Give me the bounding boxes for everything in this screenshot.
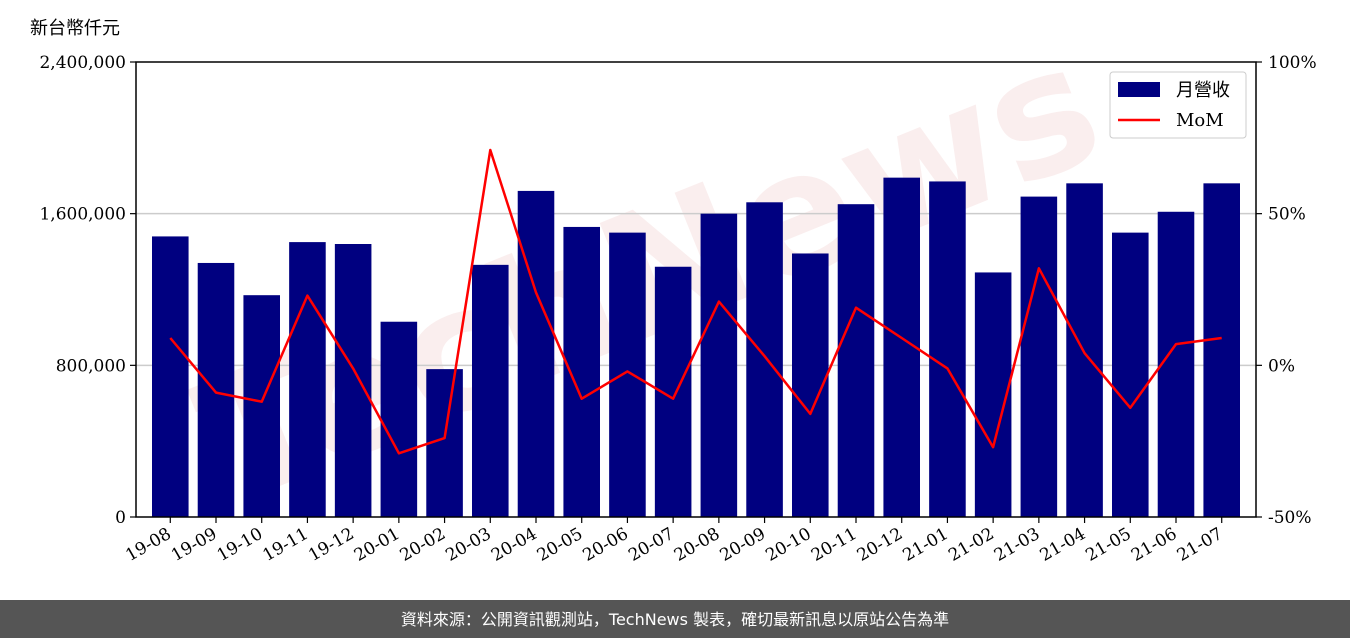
bar-20-04 [517, 190, 555, 517]
left-tick-label: 1,600,000 [39, 205, 126, 225]
legend: 月營收 MoM [1109, 71, 1247, 139]
unit-label: 新台幣仟元 [30, 18, 120, 39]
x-tick-label: 20-01 [351, 524, 403, 566]
left-tick-label: 0 [115, 508, 126, 528]
x-tick-label: 21-06 [1128, 524, 1180, 566]
x-tick-label: 20-08 [671, 524, 723, 566]
footer-bar [0, 600, 1350, 638]
x-tick-label: 19-12 [305, 524, 357, 566]
x-tick-label: 21-03 [991, 524, 1043, 566]
bar-21-01 [929, 181, 966, 517]
x-tick-label: 20-03 [442, 524, 494, 566]
x-tick-label: 19-09 [168, 524, 220, 566]
mom-line [169, 148, 1222, 455]
bar-21-03 [1020, 196, 1058, 517]
right-axis-ticks: -50% 0% 50% 100% [1256, 53, 1317, 528]
legend-label-revenue: 月營收 [1176, 80, 1230, 101]
legend-bar-swatch [1118, 82, 1160, 97]
left-axis-ticks: 0 800,000 1,600,000 2,400,000 [39, 53, 136, 528]
bar-19-11 [289, 242, 326, 517]
bar-21-04 [1066, 183, 1103, 518]
axes [135, 61, 1257, 518]
bar-19-10 [243, 295, 280, 517]
x-tick-label: 21-05 [1082, 524, 1134, 566]
bar-20-11 [837, 204, 875, 517]
bar-21-05 [1112, 232, 1149, 517]
bar-21-07 [1203, 183, 1240, 518]
bar-20-08 [700, 213, 738, 517]
footer: 資料來源：公開資訊觀測站，TechNews 製表，確切最新訊息以原站公告為準 [0, 600, 1350, 638]
left-tick-label: 800,000 [56, 356, 126, 376]
right-tick-label: -50% [1268, 508, 1312, 528]
x-tick-label: 21-04 [1037, 524, 1089, 566]
x-tick-label: 21-02 [945, 524, 997, 566]
left-tick-label: 2,400,000 [39, 53, 126, 73]
bar-20-09 [746, 202, 783, 517]
right-tick-label: 50% [1268, 205, 1306, 225]
legend-label-mom: MoM [1176, 110, 1224, 131]
x-tick-label: 19-08 [122, 524, 174, 566]
x-tick-label: 20-12 [854, 524, 906, 566]
x-tick-label: 20-07 [625, 524, 677, 566]
bar-20-01 [380, 321, 418, 517]
bar-20-06 [609, 232, 646, 517]
bar-20-03 [472, 264, 509, 517]
x-tick-label: 19-10 [214, 524, 266, 566]
footer-text: 資料來源：公開資訊觀測站，TechNews 製表，確切最新訊息以原站公告為準 [401, 610, 949, 629]
x-tick-label: 20-10 [762, 524, 814, 566]
bar-19-12 [334, 244, 372, 517]
x-tick-label: 20-05 [534, 524, 586, 566]
right-tick-label: 0% [1268, 356, 1295, 376]
bar-21-06 [1157, 211, 1195, 518]
x-tick-label: 20-11 [808, 524, 860, 566]
x-tick-label: 20-06 [579, 524, 631, 566]
bar-19-09 [197, 262, 235, 517]
x-tick-label: 20-09 [717, 524, 769, 566]
x-tick-label: 21-01 [899, 524, 951, 566]
bars-group [152, 177, 1240, 518]
x-tick-label: 20-02 [397, 524, 449, 566]
plot-frame [135, 61, 1257, 518]
right-tick-label: 100% [1268, 53, 1317, 73]
x-tick-label: 21-07 [1174, 524, 1226, 566]
mom-line-group [169, 148, 1222, 455]
x-tick-label: 20-04 [488, 524, 540, 566]
bar-19-08 [152, 236, 189, 517]
